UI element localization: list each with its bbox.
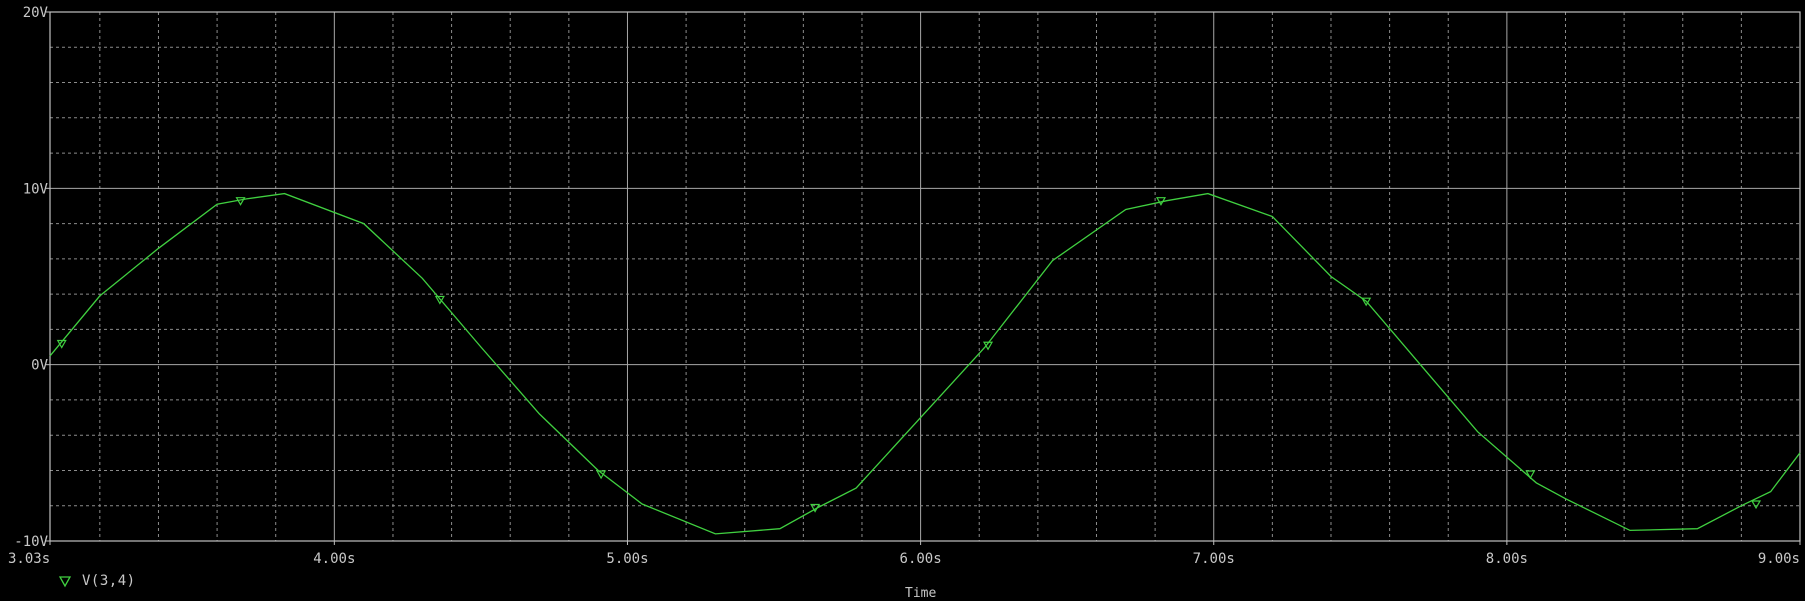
series-marker — [982, 341, 994, 351]
series-marker — [1361, 297, 1372, 307]
series-marker — [810, 503, 821, 513]
x-tick-label: 5.00s — [606, 551, 648, 567]
series-marker — [1750, 500, 1762, 510]
legend: V(3,4) — [58, 572, 136, 590]
grid — [50, 12, 1800, 541]
series-marker — [596, 470, 607, 480]
y-tick-label: -10V — [14, 534, 48, 550]
x-tick-label: 6.00s — [900, 551, 942, 567]
y-tick-label: 0V — [31, 358, 48, 374]
legend-series-label: V(3,4) — [82, 573, 136, 589]
series-marker — [1525, 470, 1536, 480]
series-line — [49, 192, 1801, 535]
tick-labels: 3.03s 4.00s 5.00s 6.00s 7.00s 8.00s 9.00s -10V 0… — [8, 5, 1800, 567]
y-tick-label: 10V — [23, 181, 49, 197]
series-marker — [434, 295, 445, 305]
x-tick-label: 8.00s — [1486, 551, 1528, 567]
x-tick-label: 3.03s — [8, 551, 50, 567]
x-tick-label: 9.00s — [1758, 551, 1800, 567]
y-tick-label: 20V — [23, 5, 49, 21]
legend-marker-icon — [58, 576, 72, 588]
axes — [46, 11, 1801, 545]
series-marker — [56, 339, 67, 349]
series-marker — [235, 197, 246, 206]
series-marker — [1155, 197, 1167, 206]
x-tick-label: 4.00s — [313, 551, 355, 567]
x-tick-label: 7.00s — [1193, 551, 1235, 567]
series-layer — [49, 192, 1801, 535]
x-axis-label: Time — [905, 586, 937, 601]
plot-frame — [49, 11, 1801, 542]
